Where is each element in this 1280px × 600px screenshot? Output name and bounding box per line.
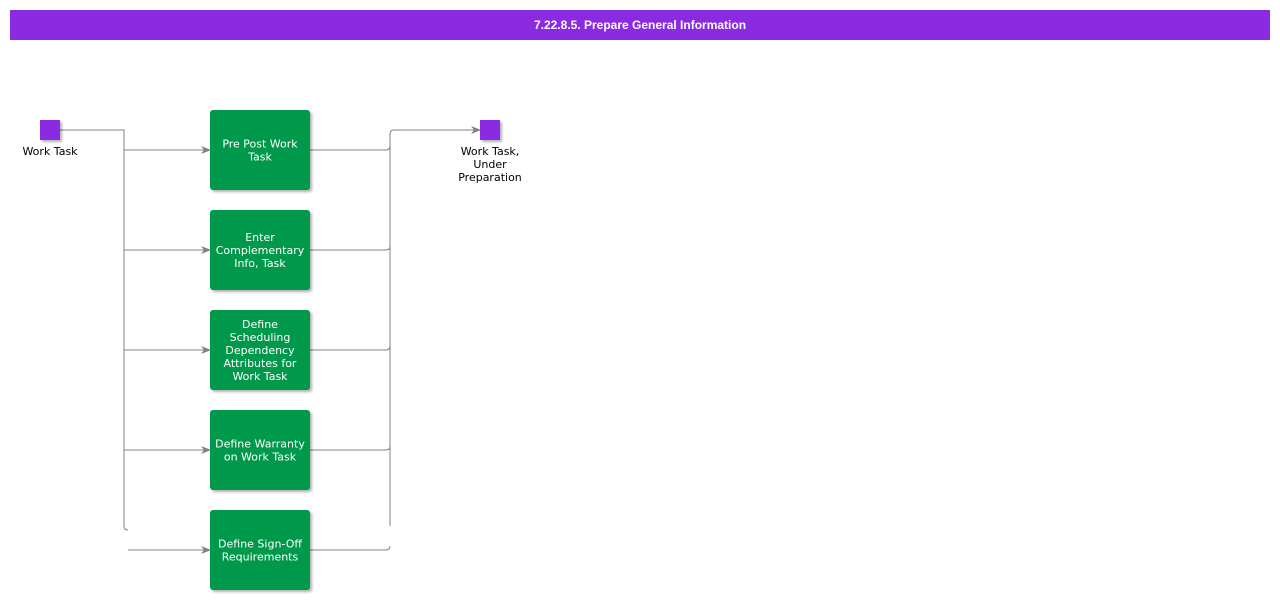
label-line: Work Task <box>22 145 78 158</box>
label-line: Enter <box>245 231 275 244</box>
split-connector <box>60 129 129 531</box>
task-box[interactable] <box>210 310 310 390</box>
label-line: Complementary <box>216 244 305 257</box>
task-1[interactable]: Pre Post Work Task <box>210 110 310 190</box>
diagram-title: 7.22.8.5. Prepare General Information <box>533 18 747 32</box>
flow-line <box>310 545 391 551</box>
flow-line <box>310 145 391 151</box>
start-event[interactable] <box>40 120 60 140</box>
task-label: Pre Post Work Task <box>222 138 298 164</box>
diagram-title-bar: 7.22.8.5. Prepare General Information <box>10 10 1270 40</box>
label-line: Define Warranty <box>215 438 305 451</box>
task-label: Define Sign-Off Requirements <box>218 538 302 564</box>
label-line: Attributes for <box>224 357 297 370</box>
task-label: Enter Complementary Info, Task <box>216 231 305 270</box>
label-line: Define <box>242 318 278 331</box>
task-box[interactable] <box>210 210 310 290</box>
task-label: Define Scheduling Dependency Attributes for… <box>224 318 297 383</box>
task-label: Define Warranty on Work Task <box>215 438 305 464</box>
join-connector <box>389 126 481 526</box>
label-line: Under <box>473 158 507 171</box>
flow-line <box>310 245 391 251</box>
end-event-label: Work Task, Under Preparation <box>458 145 522 184</box>
label-line: Requirements <box>222 551 299 564</box>
label-line: Preparation <box>458 171 522 184</box>
label-line: Work Task <box>232 370 288 383</box>
label-line: Task <box>247 151 272 164</box>
task-2[interactable]: Enter Complementary Info, Task <box>210 210 310 290</box>
label-line: Dependency <box>225 344 295 357</box>
label-line: Scheduling <box>230 331 291 344</box>
task-3[interactable]: Define Scheduling Dependency Attributes for… <box>210 310 310 390</box>
flow-line <box>310 445 391 451</box>
task-box[interactable] <box>210 410 310 490</box>
start-event-label: Work Task <box>22 145 78 158</box>
label-line: on Work Task <box>224 451 297 464</box>
label-line: Define Sign-Off <box>218 538 302 551</box>
task-box[interactable] <box>210 510 310 590</box>
task-4[interactable]: Define Warranty on Work Task <box>210 410 310 490</box>
task-box[interactable] <box>210 110 310 190</box>
flow-line <box>310 345 391 351</box>
label-line: Work Task, <box>461 145 520 158</box>
task-5[interactable]: Define Sign-Off Requirements <box>210 510 310 590</box>
label-line: Pre Post Work <box>222 138 298 151</box>
label-line: Info, Task <box>234 257 286 270</box>
end-event[interactable] <box>480 120 500 140</box>
